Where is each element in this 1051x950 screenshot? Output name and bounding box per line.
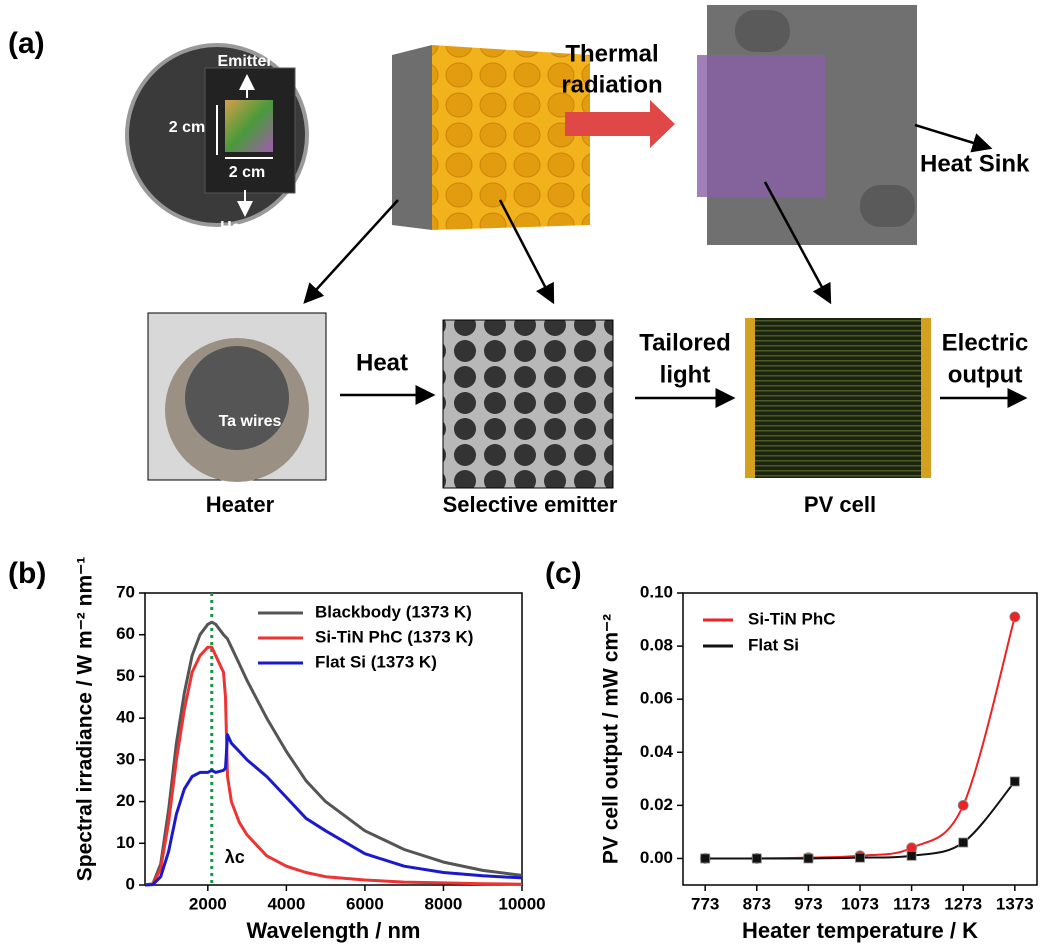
- y-tick-label: 50: [116, 666, 135, 685]
- y-tick-label: 30: [116, 749, 135, 768]
- point: [1010, 612, 1020, 622]
- y-tick-label: 0: [126, 874, 135, 893]
- y-tick-label: 0.04: [640, 742, 674, 761]
- legend-label: Blackbody (1373 K): [315, 602, 472, 621]
- y-tick-label: 10: [116, 833, 135, 852]
- panel-label: (a): [8, 27, 45, 60]
- pv-photo: [745, 318, 931, 478]
- x-tick-label: 8000: [425, 894, 463, 913]
- x-tick-label: 773: [691, 894, 719, 913]
- emitter-side: [392, 45, 432, 230]
- x-axis-label: Heater temperature / K: [742, 918, 978, 943]
- y-tick-label: 40: [116, 708, 135, 727]
- point: [752, 854, 761, 863]
- x-tick-label: 2000: [189, 894, 227, 913]
- emitter-text: Emitter: [217, 53, 272, 70]
- cutoff-label: λc: [225, 847, 245, 867]
- y-tick-label: 0.06: [640, 689, 673, 708]
- label: radiation: [561, 71, 662, 98]
- legend-label: Flat Si (1373 K): [315, 652, 437, 671]
- y-tick-label: 60: [116, 624, 135, 643]
- panel-a: (a) Emitter 2 cm 2 cm Heater Thermal rad…: [8, 5, 1030, 517]
- ta-wires-text: Ta wires: [219, 413, 282, 430]
- x-tick-label: 1373: [996, 894, 1034, 913]
- label: Thermal: [565, 40, 658, 67]
- point: [856, 853, 865, 862]
- figure: (a) Emitter 2 cm 2 cm Heater Thermal rad…: [0, 0, 1051, 950]
- point: [701, 854, 710, 863]
- point: [804, 854, 813, 863]
- heater-text: Heater: [220, 219, 270, 236]
- cylinder: [735, 10, 790, 52]
- x-tick-label: 1273: [944, 894, 982, 913]
- caption: Heater: [206, 492, 275, 517]
- caption: Selective emitter: [443, 492, 618, 517]
- y-tick-label: 20: [116, 791, 135, 810]
- label: Tailored: [639, 329, 731, 356]
- busbar: [745, 318, 755, 478]
- y-axis-label: PV cell output / mW cm⁻²: [600, 614, 623, 864]
- series-line: [145, 647, 522, 885]
- label: output: [948, 361, 1023, 388]
- point: [1010, 777, 1019, 786]
- busbar: [921, 318, 931, 478]
- arrow: [305, 200, 398, 302]
- label: Heat Sink: [920, 150, 1030, 177]
- x-tick-label: 4000: [267, 894, 305, 913]
- sem-photo: [443, 320, 613, 488]
- label: Heat: [356, 349, 408, 376]
- x-tick-label: 873: [743, 894, 771, 913]
- panel-label: (b): [8, 557, 46, 590]
- legend-label: Flat Si: [748, 635, 799, 654]
- y-tick-label: 70: [116, 582, 135, 601]
- x-tick-label: 973: [794, 894, 822, 913]
- arrow: [915, 125, 990, 148]
- cylinder: [860, 185, 915, 227]
- y-tick-label: 0.02: [640, 795, 673, 814]
- y-tick-label: 0.10: [640, 582, 673, 601]
- legend-label: Si-TiN PhC: [748, 609, 836, 628]
- label: Electric: [942, 329, 1029, 356]
- emitter-sample: [225, 100, 273, 152]
- pv-cell-3d: [697, 55, 825, 197]
- heater-wires: [185, 346, 289, 450]
- dimension: 2 cm: [229, 164, 265, 181]
- series-line: [145, 735, 522, 885]
- x-tick-label: 1073: [841, 894, 879, 913]
- y-tick-label: 0.08: [640, 636, 673, 655]
- caption: PV cell: [804, 492, 876, 517]
- point: [907, 851, 916, 860]
- x-tick-label: 10000: [498, 894, 545, 913]
- y-tick-label: 0.00: [640, 848, 673, 867]
- point: [958, 800, 968, 810]
- dimension: 2 cm: [169, 119, 205, 136]
- legend-label: Si-TiN PhC (1373 K): [315, 627, 473, 646]
- panel-label: (c): [545, 557, 582, 590]
- x-axis-label: Wavelength / nm: [247, 918, 421, 943]
- label: light: [660, 361, 711, 388]
- x-tick-label: 6000: [346, 894, 384, 913]
- point: [959, 838, 968, 847]
- y-axis-label: Spectral irradiance / W m⁻² nm⁻¹: [74, 557, 97, 881]
- x-tick-label: 1173: [893, 894, 930, 913]
